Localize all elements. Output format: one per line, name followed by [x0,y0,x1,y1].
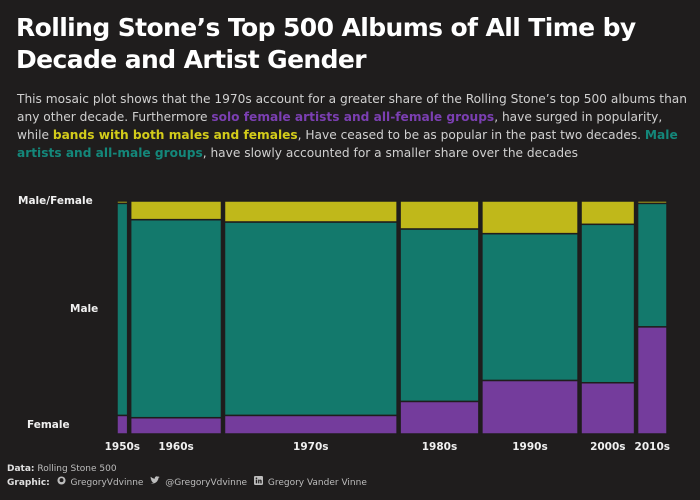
chart-title: Rolling Stone’s Top 500 Albums of All Ti… [16,13,636,74]
footer-github-handle[interactable]: GregoryVdvinne [70,478,144,488]
x-tick-label-2000s: 2000s [590,441,625,453]
footer-graphic-label: Graphic: [7,478,50,488]
subtitle-highlight-mixed: bands with both males and females [52,128,298,142]
subtitle-part-3: , Have ceased to be as popular in the pa… [297,128,645,142]
subtitle-highlight-male: Male artists and all-male groups [17,128,678,160]
mosaic-tile-1980s-male-female [399,200,480,230]
mosaic-tile-1950s-female [116,414,129,435]
mosaic-tile-2010s-female [636,326,668,435]
mosaic-tile-2000s-male-female [580,200,636,226]
mosaic-tile-1950s-male-female [116,200,129,205]
subtitle-part-1: This mosaic plot shows that the 1970s ac… [17,92,687,124]
y-label-female: Female [27,419,70,431]
footer-data-line: Data: Rolling Stone 500 [7,464,117,474]
mosaic-tile-2000s-male [580,223,636,384]
x-tick-label-1950s: 1950s [105,441,140,453]
footer-linkedin-name[interactable]: Gregory Vander Vinne [267,478,367,488]
github-icon [57,476,66,488]
mosaic-tile-1980s-male [399,228,480,403]
x-tick-label-1970s: 1970s [293,441,328,453]
subtitle-highlight-female: solo female artists and all-female group… [211,110,495,124]
chart-subtitle: This mosaic plot shows that the 1970s ac… [17,90,687,162]
mosaic-tile-2010s-male-female [636,200,668,205]
mosaic-tile-1960s-female [129,416,223,435]
footer-data-source: Rolling Stone 500 [37,464,117,474]
mosaic-tile-1970s-male-female [223,200,398,223]
footer-graphic-line: Graphic: GregoryVdvinne @GregoryVdvinne … [7,476,367,488]
subtitle-part-2: , have surged in popularity, while [17,110,663,142]
mosaic-tile-1960s-male-female [129,200,223,221]
footer-twitter-handle[interactable]: @GregoryVdvinne [165,478,248,488]
mosaic-tile-1990s-male-female [481,200,579,235]
y-label-male: Male [70,303,99,315]
x-tick-label-1960s: 1960s [158,441,193,453]
mosaic-tile-1960s-male [129,218,223,419]
mosaic-tile-2010s-male [636,202,668,328]
mosaic-tile-1970s-male [223,221,398,417]
mosaic-tile-1990s-male [481,232,579,382]
linkedin-icon [253,476,263,488]
y-label-male-female: Male/Female [18,195,93,207]
subtitle-part-4: , have slowly accounted for a smaller sh… [202,146,578,160]
mosaic-tile-1980s-female [399,400,480,435]
x-tick-label-1990s: 1990s [512,441,547,453]
x-tick-label-2010s: 2010s [635,441,670,453]
mosaic-tile-1970s-female [223,414,398,435]
x-tick-label-1980s: 1980s [422,441,457,453]
mosaic-tile-2000s-female [580,381,636,435]
mosaic-tile-1950s-male [116,202,129,417]
mosaic-tile-1990s-female [481,379,579,435]
footer-data-label: Data: [7,464,35,474]
twitter-icon [150,476,161,488]
